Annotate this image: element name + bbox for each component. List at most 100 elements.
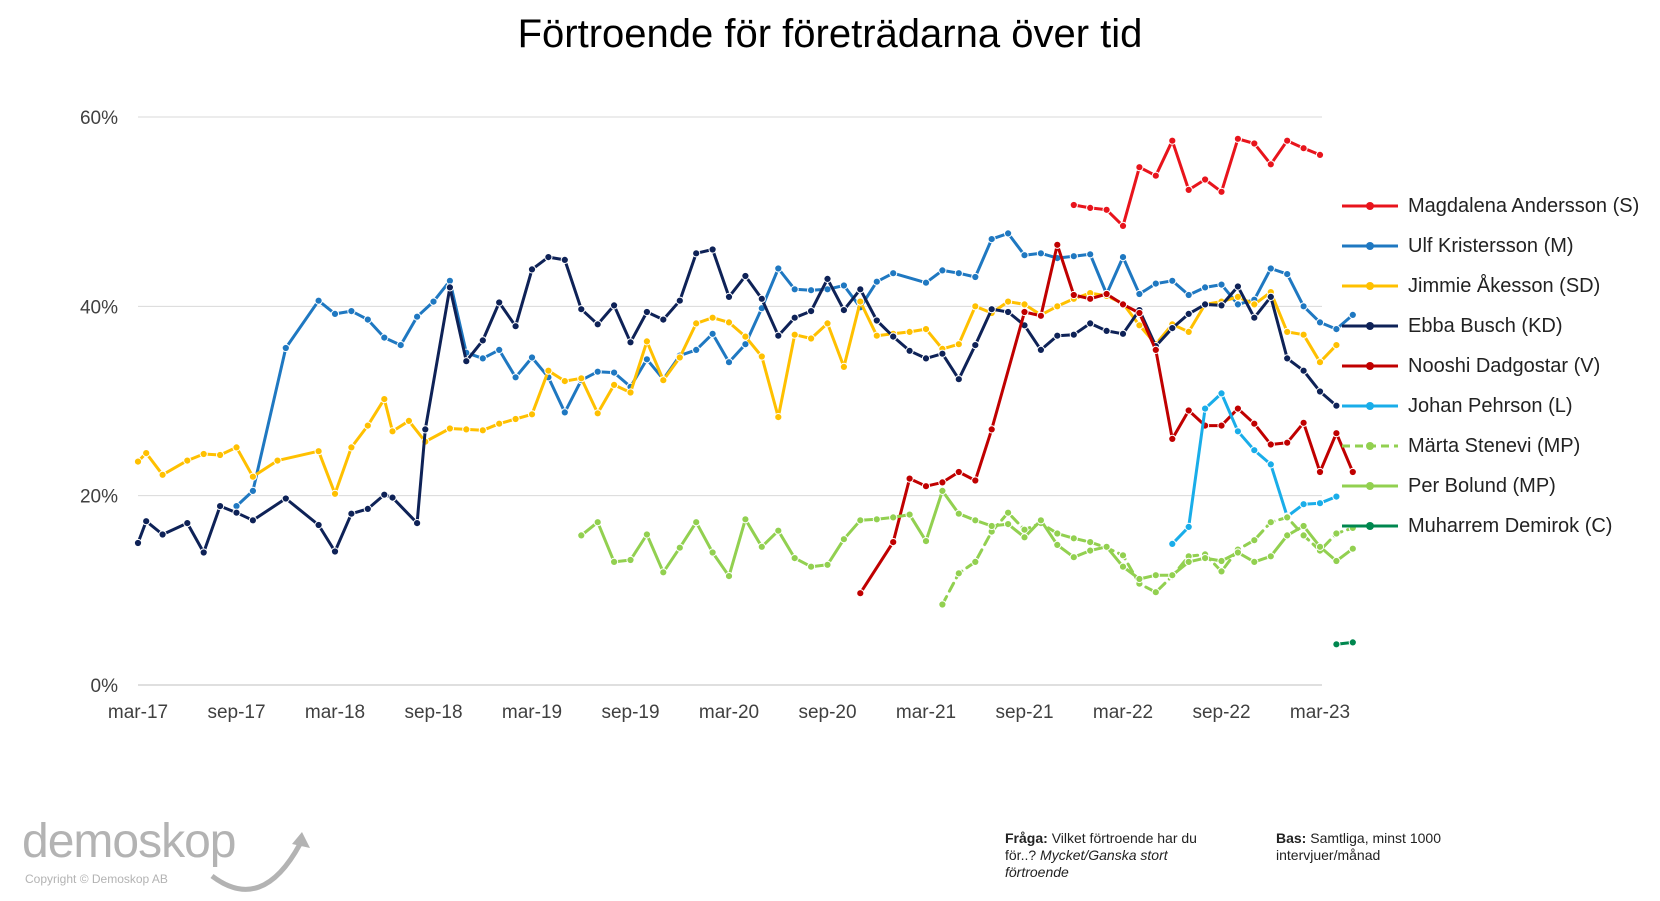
data-point: [757, 294, 766, 303]
series-ulf-kristersson-m-: [232, 229, 1357, 511]
data-point: [248, 486, 257, 495]
data-point: [1233, 404, 1243, 413]
data-point: [1332, 325, 1341, 334]
data-point: [445, 424, 454, 433]
data-point: [790, 330, 799, 339]
data-point: [1283, 531, 1292, 540]
data-point: [856, 589, 865, 598]
y-tick-label: 40%: [80, 297, 118, 318]
data-point: [921, 278, 931, 287]
data-point: [1135, 163, 1144, 172]
data-point: [1184, 309, 1193, 318]
data-point: [1118, 329, 1128, 338]
data-point: [281, 343, 290, 353]
data-point: [856, 297, 865, 306]
data-point: [938, 478, 947, 487]
data-point: [839, 281, 849, 290]
data-point: [1086, 203, 1095, 212]
data-point: [954, 269, 963, 278]
data-point: [1283, 270, 1292, 279]
data-point: [1217, 421, 1226, 430]
data-point: [1299, 302, 1308, 311]
data-point: [1315, 387, 1325, 396]
data-point: [692, 345, 701, 354]
data-point: [478, 336, 487, 345]
data-point: [872, 316, 881, 325]
data-point: [971, 302, 980, 311]
data-point: [1184, 327, 1193, 336]
data-point: [1004, 307, 1013, 317]
data-point: [1348, 310, 1357, 319]
data-point: [1250, 313, 1259, 322]
data-point: [1102, 542, 1111, 551]
x-tick-label: mar-22: [1093, 702, 1153, 723]
data-point: [593, 518, 602, 527]
data-point: [232, 443, 241, 452]
data-point: [1201, 175, 1210, 184]
series-nooshi-dadgostar-v-: [856, 240, 1357, 598]
gridlines: [138, 116, 1322, 686]
data-point: [790, 313, 799, 322]
data-point: [1201, 554, 1210, 563]
data-point: [724, 318, 734, 327]
data-point: [347, 307, 356, 316]
data-point: [421, 425, 430, 434]
data-point: [1233, 292, 1243, 301]
legend-swatch: [1342, 202, 1398, 210]
data-point: [642, 337, 652, 346]
data-point: [659, 568, 668, 577]
data-point: [1069, 330, 1078, 339]
data-point: [495, 419, 504, 428]
data-point: [856, 516, 865, 525]
data-point: [1102, 205, 1111, 214]
data-point: [560, 255, 569, 264]
data-point: [1348, 467, 1357, 477]
data-point: [971, 476, 980, 485]
data-point: [807, 334, 816, 343]
data-point: [954, 467, 963, 477]
legend-label: Magdalena Andersson (S): [1408, 194, 1640, 217]
data-point: [987, 235, 996, 244]
data-point: [314, 520, 323, 530]
data-point: [1020, 300, 1029, 309]
legend-swatch: [1342, 442, 1398, 450]
data-point: [404, 416, 413, 425]
data-point: [527, 265, 537, 274]
data-point: [1217, 389, 1226, 398]
data-point: [921, 325, 931, 334]
data-point: [593, 320, 602, 329]
data-point: [954, 340, 963, 349]
data-point: [1004, 520, 1013, 529]
data-point: [757, 542, 766, 551]
data-point: [708, 245, 717, 254]
data-point: [872, 277, 881, 286]
data-point: [724, 572, 734, 581]
series-johan-pehrson-l-: [1168, 389, 1341, 549]
data-point: [1069, 252, 1078, 261]
legend-label: Ulf Kristersson (M): [1408, 234, 1574, 257]
data-point: [987, 305, 996, 314]
data-point: [1315, 150, 1325, 159]
x-tick-label: mar-23: [1290, 702, 1350, 723]
data-point: [199, 548, 208, 557]
data-point: [987, 521, 996, 531]
y-axis-ticks: 0% 20% 40% 60%: [80, 108, 118, 697]
data-point: [905, 510, 914, 519]
data-point: [692, 249, 701, 258]
data-point: [330, 489, 340, 498]
legend-item: Ulf Kristersson (M): [1340, 226, 1639, 266]
data-point: [593, 367, 602, 376]
data-point: [478, 426, 487, 435]
logo-arrow-icon: [210, 832, 310, 892]
data-point: [1184, 557, 1193, 567]
data-point: [659, 315, 668, 324]
data-point: [872, 515, 881, 524]
data-point: [1233, 282, 1243, 291]
data-point: [1036, 516, 1046, 525]
data-point: [1283, 438, 1292, 447]
logo-text: demoskop: [22, 815, 236, 868]
data-point: [445, 283, 454, 292]
series-group: [133, 134, 1357, 649]
data-point: [1217, 280, 1226, 289]
